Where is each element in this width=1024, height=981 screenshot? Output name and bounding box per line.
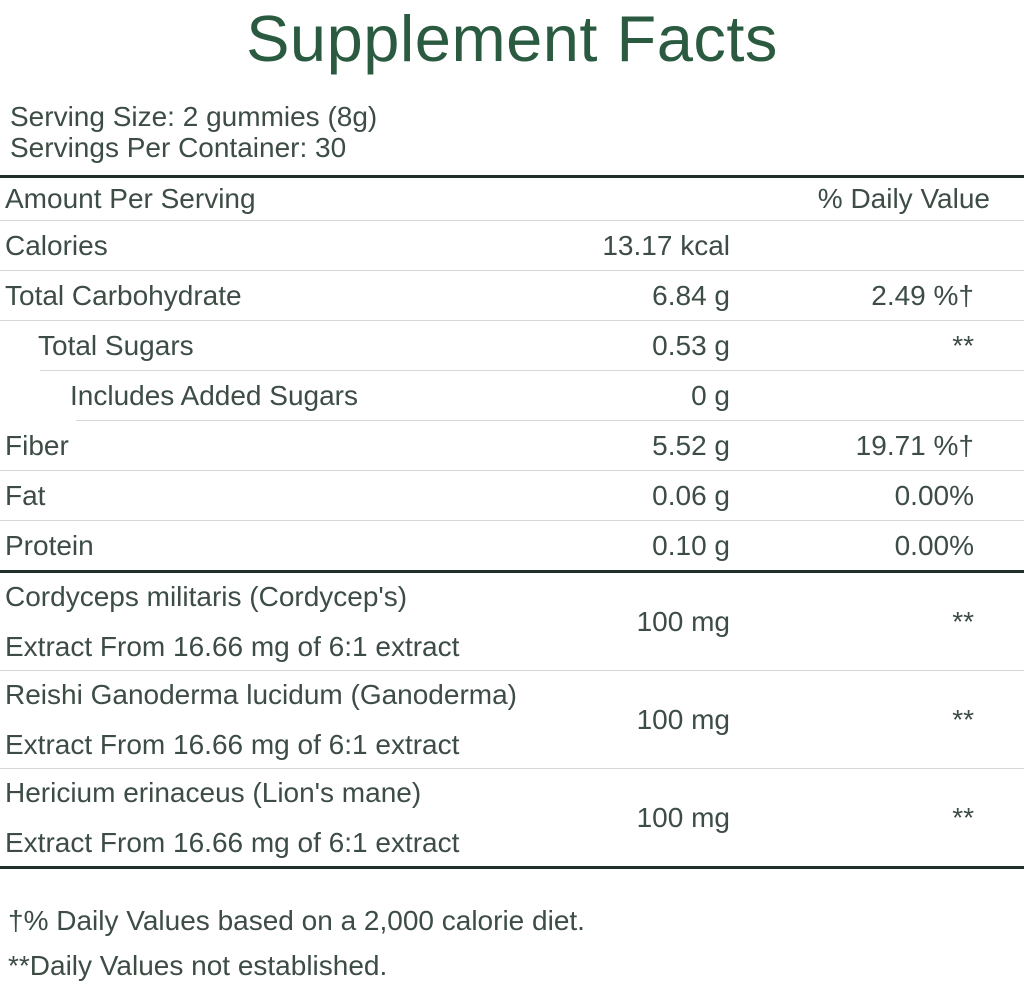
nutrient-name: Fiber <box>5 429 69 461</box>
nutrient-name: Total Carbohydrate <box>5 279 242 311</box>
nutrient-row-total-sugars: Total Sugars 0.53 g ** <box>0 321 1024 370</box>
ingredient-amount: 100 mg <box>636 703 730 735</box>
table-header-row: Amount Per Serving % Daily Value <box>0 178 1024 220</box>
ingredient-amount: 100 mg <box>636 801 730 833</box>
divider <box>0 270 1024 271</box>
nutrient-name: Calories <box>5 229 108 261</box>
divider-heavy-bottom <box>0 866 1024 869</box>
nutrient-name: Protein <box>5 529 94 561</box>
divider <box>0 220 1024 221</box>
nutrient-dv: 19.71 %† <box>855 429 974 461</box>
divider <box>40 370 1024 371</box>
nutrient-amount: 0 g <box>691 379 730 411</box>
ingredient-row-cordyceps: Cordyceps militaris (Cordycep's) Extract… <box>0 573 1024 670</box>
nutrient-amount: 0.06 g <box>652 479 730 511</box>
ingredient-row-hericium: Hericium erinaceus (Lion's mane) Extract… <box>0 769 1024 866</box>
ingredient-name-line2: Extract From 16.66 mg of 6:1 extract <box>5 630 460 662</box>
footnote-daily-values: †% Daily Values based on a 2,000 calorie… <box>8 905 585 936</box>
ingredient-amount: 100 mg <box>636 605 730 637</box>
divider <box>0 670 1024 671</box>
nutrient-row-fiber: Fiber 5.52 g 19.71 %† <box>0 421 1024 470</box>
ingredient-name: Hericium erinaceus (Lion's mane) Extract… <box>0 776 520 858</box>
nutrient-name: Total Sugars <box>38 329 194 361</box>
nutrient-row-fat: Fat 0.06 g 0.00% <box>0 471 1024 520</box>
footnotes: †% Daily Values based on a 2,000 calorie… <box>0 869 1024 981</box>
divider <box>0 320 1024 321</box>
nutrient-row-added-sugars: Includes Added Sugars 0 g <box>0 371 1024 420</box>
ingredient-name-line1: Cordyceps militaris (Cordycep's) <box>5 580 408 612</box>
nutrient-amount: 5.52 g <box>652 429 730 461</box>
nutrient-dv: 0.00% <box>894 479 974 511</box>
nutrient-row-protein: Protein 0.10 g 0.00% <box>0 521 1024 570</box>
ingredient-name-line2: Extract From 16.66 mg of 6:1 extract <box>5 826 460 858</box>
nutrient-row-total-carbohydrate: Total Carbohydrate 6.84 g 2.49 %† <box>0 271 1024 320</box>
ingredient-dv: ** <box>952 703 974 735</box>
nutrient-amount: 0.53 g <box>652 329 730 361</box>
nutrient-amount: 6.84 g <box>652 279 730 311</box>
nutrient-dv: 2.49 %† <box>871 279 974 311</box>
nutrient-dv: 0.00% <box>894 529 974 561</box>
nutrient-name: Includes Added Sugars <box>70 379 358 411</box>
divider <box>0 768 1024 769</box>
ingredient-name-line1: Hericium erinaceus (Lion's mane) <box>5 776 422 808</box>
nutrient-dv: ** <box>952 329 974 361</box>
divider <box>76 420 1024 421</box>
nutrient-name: Fat <box>5 479 46 511</box>
nutrient-amount: 0.10 g <box>652 529 730 561</box>
page-title: Supplement Facts <box>246 2 778 75</box>
ingredient-name-line2: Extract From 16.66 mg of 6:1 extract <box>5 728 460 760</box>
nutrient-amount: 13.17 kcal <box>602 229 730 261</box>
daily-value-header: % Daily Value <box>817 183 990 214</box>
ingredient-row-reishi: Reishi Ganoderma lucidum (Ganoderma) Ext… <box>0 671 1024 768</box>
divider-heavy-top <box>0 175 1024 178</box>
ingredient-name: Cordyceps militaris (Cordycep's) Extract… <box>0 580 520 662</box>
ingredient-dv: ** <box>952 605 974 637</box>
serving-size-text: Serving Size: 2 gummies (8g) <box>10 101 378 132</box>
divider-heavy-middle <box>0 570 1024 573</box>
ingredient-name: Reishi Ganoderma lucidum (Ganoderma) Ext… <box>0 678 520 760</box>
footnote-not-established: **Daily Values not established. <box>8 950 388 981</box>
ingredient-name-line1: Reishi Ganoderma lucidum (Ganoderma) <box>5 678 517 710</box>
serving-info: Serving Size: 2 gummies (8g) Servings Pe… <box>0 101 1024 175</box>
divider <box>0 520 1024 521</box>
servings-per-container-text: Servings Per Container: 30 <box>10 132 347 163</box>
nutrient-row-calories: Calories 13.17 kcal <box>0 221 1024 270</box>
amount-per-serving-header: Amount Per Serving <box>5 183 256 214</box>
ingredient-dv: ** <box>952 801 974 833</box>
divider <box>0 470 1024 471</box>
